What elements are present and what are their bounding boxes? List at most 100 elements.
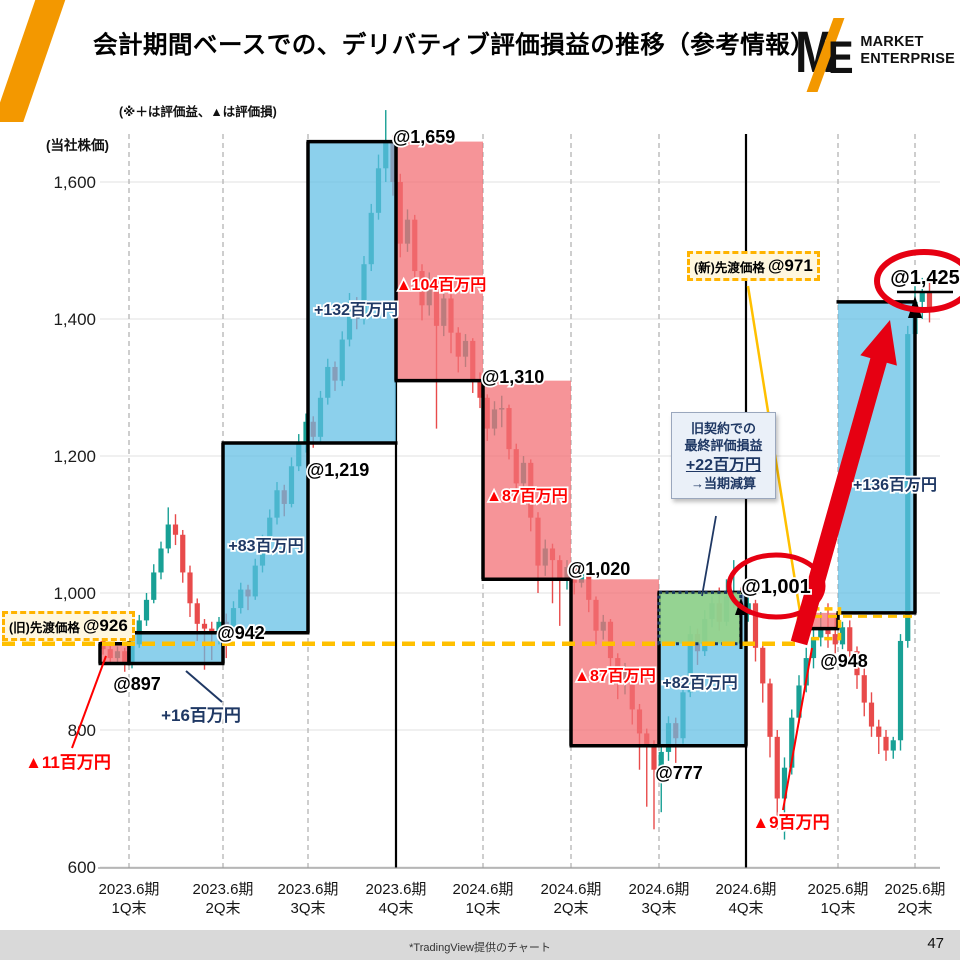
x-tick-label: 3Q末 — [290, 900, 325, 917]
pnl-label: ▲11百万円 — [25, 753, 111, 772]
x-tick-label: 2025.6期 — [885, 881, 946, 898]
candle-body — [876, 726, 882, 737]
logo-wordmark: MARKET ENTERPRISE — [860, 20, 955, 94]
pnl-label: +16百万円 — [161, 706, 241, 725]
old-contract-note-line1: 旧契約での — [690, 421, 756, 436]
candle-body — [165, 524, 171, 549]
candle-body — [810, 637, 817, 659]
x-tick-label: 4Q末 — [728, 900, 763, 917]
x-tick-label: 2023.6期 — [99, 881, 160, 898]
candle-body — [890, 740, 896, 751]
y-tick-label: 1,000 — [53, 584, 96, 603]
old-contract-note-value: +22百万円 — [685, 457, 762, 474]
candle-body — [789, 717, 795, 768]
new-forward-dashed-frame — [796, 607, 842, 641]
candle-body — [767, 683, 773, 737]
price-label: @1,310 — [482, 367, 545, 387]
candle-body — [172, 524, 179, 535]
pnl-label: +136百万円 — [853, 476, 937, 494]
x-tick-label: 2Q末 — [897, 900, 932, 917]
pnl-label: ▲9百万円 — [752, 813, 829, 832]
price-label: @1,219 — [307, 460, 370, 480]
candle-body — [818, 628, 824, 638]
old-contract-final-note: 旧契約での 最終評価損益 +22百万円 →当期減算 — [671, 412, 776, 499]
candle-body — [796, 685, 802, 718]
old-forward-prefix: (旧)先渡価格 — [9, 620, 80, 635]
candle-body — [868, 702, 875, 727]
y-tick-label: 1,600 — [53, 173, 96, 192]
x-tick-label: 1Q末 — [111, 900, 146, 917]
candle-body — [143, 599, 150, 621]
x-tick-label: 1Q末 — [465, 900, 500, 917]
price-label: @1,659 — [393, 127, 456, 147]
x-tick-label: 2023.6期 — [278, 881, 339, 898]
candle-body — [303, 421, 309, 443]
x-tick-label: 2023.6期 — [193, 881, 254, 898]
price-label: @942 — [217, 623, 265, 643]
pnl-box — [483, 380, 571, 580]
candle-body — [897, 640, 904, 741]
candle-body — [578, 573, 585, 583]
price-label: @897 — [113, 674, 161, 694]
candle-body — [832, 634, 838, 645]
price-label: @948 — [820, 651, 868, 671]
logo-name-line1: MARKET — [860, 34, 924, 50]
y-tick-label: 800 — [68, 721, 96, 740]
callout-line — [782, 647, 813, 811]
candle-body — [158, 548, 164, 573]
candle-body — [847, 627, 853, 652]
candle-body — [201, 623, 208, 629]
candle-body — [861, 675, 867, 703]
rally-arrow — [790, 320, 897, 646]
x-tick-label: 2023.6期 — [366, 881, 427, 898]
x-tick-label: 2Q末 — [553, 900, 588, 917]
candle-body — [752, 603, 759, 648]
candle-body — [209, 628, 215, 633]
old-contract-note-line2: 最終評価損益 — [684, 438, 763, 453]
pnl-label: ▲87百万円 — [486, 487, 568, 505]
x-tick-label: 2024.6期 — [629, 881, 690, 898]
candle-body — [854, 651, 860, 676]
x-tick-label: 2024.6期 — [541, 881, 602, 898]
highlight-ellipse — [874, 249, 960, 313]
pnl-box — [129, 632, 223, 664]
candle-body — [839, 627, 846, 645]
candle-body — [803, 658, 809, 686]
source-note: *TradingView提供のチャート — [409, 942, 551, 954]
pnl-box — [308, 141, 396, 443]
new-forward-prefix: (新)先渡価格 — [694, 260, 765, 275]
page-number: 47 — [927, 935, 944, 952]
y-tick-label: 1,400 — [53, 310, 96, 329]
old-contract-highlight-box — [657, 590, 743, 646]
old-forward-price-label: (旧)先渡価格 @926 — [2, 611, 135, 641]
candle-body — [825, 628, 831, 635]
candle-body — [571, 566, 577, 583]
candle-body — [477, 380, 483, 398]
price-label: @1,001 — [741, 576, 811, 598]
candle-body — [194, 603, 200, 624]
x-tick-label: 3Q末 — [641, 900, 676, 917]
candle-body — [187, 572, 193, 604]
price-label: @1,020 — [568, 559, 631, 579]
price-label: @1,425 — [890, 267, 960, 289]
callout-line — [71, 655, 107, 749]
candle-body — [919, 291, 925, 302]
old-forward-value: @926 — [82, 616, 128, 635]
y-axis-title: (当社株価) — [46, 138, 109, 153]
old-contract-note-line4: →当期減算 — [690, 476, 756, 491]
new-forward-value: @971 — [767, 256, 813, 275]
logo-monogram: M E — [795, 18, 856, 92]
pnl-box — [571, 579, 659, 746]
y-tick-label: 600 — [68, 858, 96, 877]
chart-note: (※＋は評価益、▲は評価損) — [119, 105, 277, 119]
candle-body — [180, 534, 186, 573]
company-logo: M E MARKET ENTERPRISE — [795, 18, 955, 94]
candle-body — [926, 291, 933, 313]
x-tick-label: 2Q末 — [205, 900, 240, 917]
logo-e: E — [828, 32, 854, 83]
x-tick-label: 4Q末 — [378, 900, 413, 917]
x-tick-label: 2024.6期 — [716, 881, 777, 898]
x-tick-label: 1Q末 — [820, 900, 855, 917]
